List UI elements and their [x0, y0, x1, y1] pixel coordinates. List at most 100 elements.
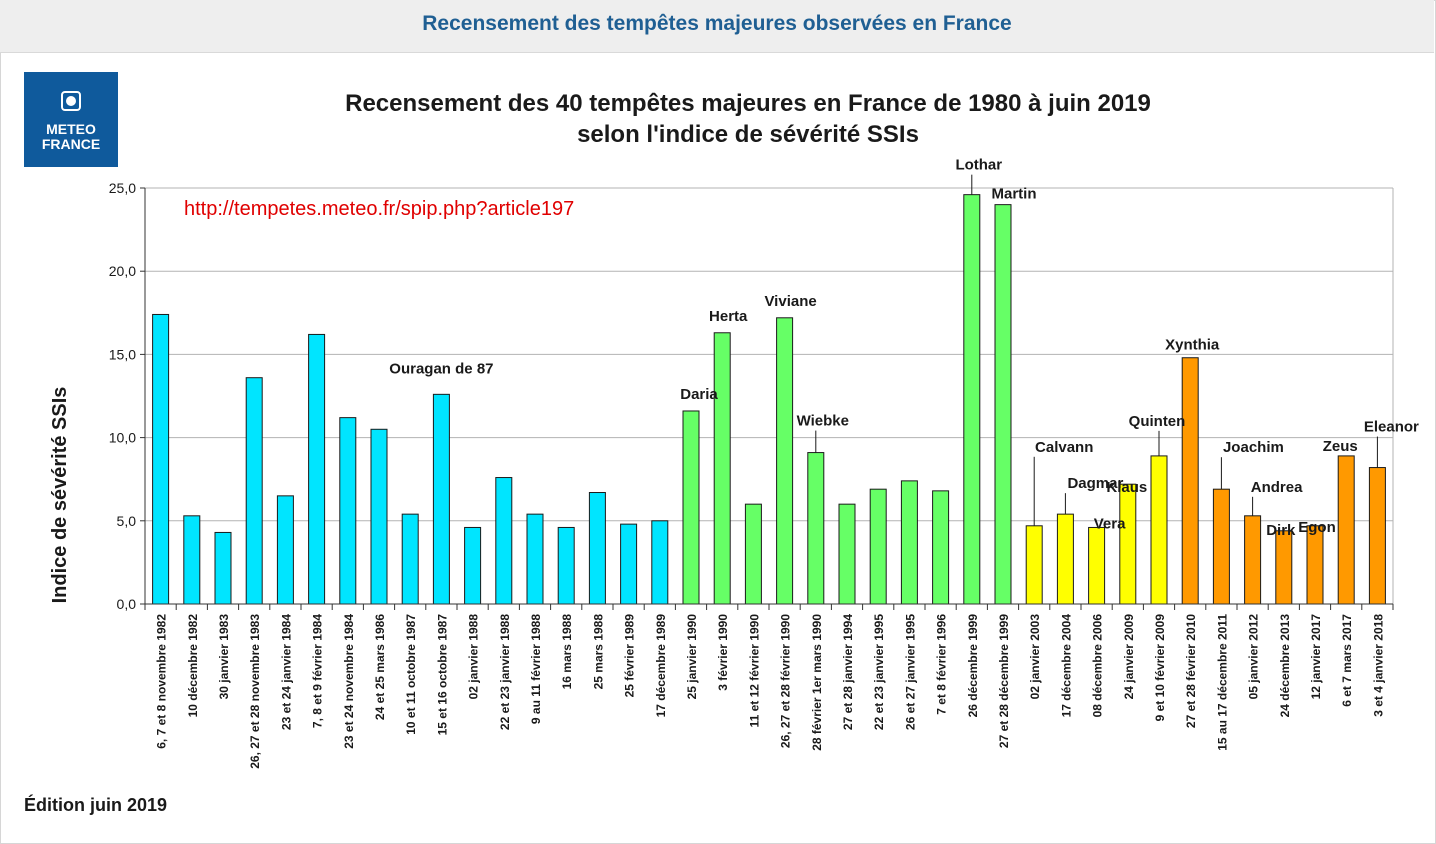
storm-name-label: Lothar	[955, 157, 1002, 174]
page-header: Recensement des tempêtes majeures observ…	[0, 0, 1434, 53]
bar	[370, 428, 388, 605]
labels-layer: 6, 7 et 8 novembre 1982 10 décembre 1982 3…	[155, 157, 1419, 769]
x-tick-label: 16 mars 1988	[560, 614, 574, 690]
bar	[1088, 526, 1106, 605]
x-tick-label: 15 et 16 octobre 1987	[435, 614, 449, 736]
x-tick-label: 27 et 28 décembre 1999	[997, 614, 1011, 748]
x-tick-label: 17 décembre 1989	[654, 614, 668, 718]
bar	[776, 317, 794, 605]
x-tick-label: 27 et 28 janvier 1994	[841, 614, 855, 730]
storm-name-label: Quinten	[1129, 413, 1186, 430]
bar	[1119, 483, 1137, 605]
x-tick-label: 15 au 17 décembre 2011	[1215, 614, 1229, 751]
storm-name-label: Viviane	[764, 293, 816, 310]
x-tick-label: 6, 7 et 8 novembre 1982	[155, 614, 169, 749]
bar	[651, 520, 669, 605]
x-tick-label: 23 et 24 novembre 1984	[342, 614, 356, 749]
storm-name-label: Xynthia	[1165, 337, 1220, 354]
x-tick-label: 12 janvier 2017	[1309, 614, 1323, 700]
storm-name-label: Joachim	[1223, 439, 1284, 456]
x-tick-label: 17 décembre 2004	[1059, 614, 1073, 718]
bar	[1181, 357, 1199, 605]
x-tick-label: 22 et 23 janvier 1988	[498, 614, 512, 730]
bar	[713, 332, 731, 605]
x-tick-label: 28 février 1er mars 1990	[810, 614, 824, 751]
bar	[932, 490, 950, 605]
bar	[807, 452, 825, 605]
bar	[152, 313, 170, 605]
grid-layer	[145, 187, 1394, 604]
bar	[900, 480, 918, 605]
x-tick-label: 08 décembre 2006	[1091, 614, 1105, 718]
bar	[183, 515, 201, 605]
bar	[963, 194, 981, 605]
x-tick-label: 9 au 11 février 1988	[529, 614, 543, 724]
x-tick-label: 26 décembre 1999	[966, 614, 980, 718]
x-tick-label: 26, 27 et 28 novembre 1983	[248, 614, 262, 769]
y-tick-label: 5,0	[117, 513, 137, 529]
x-tick-label: 02 janvier 2003	[1028, 614, 1042, 700]
bar	[526, 513, 544, 605]
bar	[869, 488, 887, 605]
storm-name-label: Ouragan de 87	[389, 360, 493, 377]
bar	[994, 204, 1012, 605]
bar	[432, 393, 450, 605]
bar	[682, 410, 700, 605]
url-annotation: http://tempetes.meteo.fr/spip.php?articl…	[184, 198, 574, 220]
x-tick-label: 6 et 7 mars 2017	[1340, 614, 1354, 707]
x-tick-label: 24 et 25 mars 1986	[373, 614, 387, 720]
bar	[1275, 530, 1293, 605]
bar	[838, 503, 856, 605]
bar	[339, 417, 357, 605]
x-tick-label: 23 et 24 janvier 1984	[279, 614, 293, 730]
x-tick-label: 02 janvier 1988	[467, 614, 481, 700]
x-tick-label: 7, 8 et 9 février 1984	[311, 614, 325, 728]
x-tick-label: 26, 27 et 28 février 1990	[779, 614, 793, 748]
x-tick-label: 22 et 23 janvier 1995	[872, 614, 886, 730]
storm-name-label: Dirk	[1266, 522, 1296, 539]
logo-text-line2: FRANCE	[41, 136, 101, 152]
storm-name-label: Daria	[680, 386, 718, 403]
x-tick-label: 3 février 1990	[716, 614, 730, 691]
x-tick-label: 11 et 12 février 1990	[747, 614, 761, 728]
x-tick-label: 24 janvier 2009	[1122, 614, 1136, 700]
chart-title-line1: Recensement des 40 tempêtes majeures en …	[345, 90, 1151, 117]
x-tick-label: 7 et 8 février 1996	[935, 614, 949, 715]
bar	[744, 503, 762, 605]
bar	[588, 492, 606, 605]
bar	[1337, 455, 1355, 605]
x-tick-label: 10 et 11 octobre 1987	[404, 614, 418, 735]
x-tick-label: 3 et 4 janvier 2018	[1371, 614, 1385, 717]
x-tick-label: 24 décembre 2013	[1278, 614, 1292, 718]
x-tick-label: 26 et 27 janvier 1995	[903, 614, 917, 730]
bar	[1212, 488, 1230, 605]
storm-name-label: Calvann	[1035, 439, 1093, 456]
logo-text-line1: METEO	[46, 121, 96, 137]
chart-title-line2: selon l'indice de sévérité SSIs	[577, 121, 919, 148]
chart-title: Recensement des 40 tempêtes majeures en …	[240, 88, 1256, 150]
x-tick-label: 10 décembre 1982	[186, 614, 200, 718]
bar	[1056, 513, 1074, 605]
storm-name-label: Martin	[992, 186, 1037, 203]
y-tick-label: 25,0	[109, 180, 136, 196]
axes-layer: 0,0 5,0 10,0 15,0 20,0 25,0	[109, 180, 1394, 612]
bar	[495, 477, 513, 605]
y-tick-label: 20,0	[109, 263, 136, 279]
storm-name-label: Herta	[709, 308, 748, 325]
x-tick-label: 30 janvier 1983	[217, 614, 231, 700]
bar	[245, 377, 263, 605]
meteo-france-logo: METEO FRANCE	[24, 72, 118, 167]
bar	[1244, 515, 1262, 605]
x-tick-label: 25 janvier 1990	[685, 614, 699, 700]
bar	[1368, 467, 1386, 605]
x-tick-label: 27 et 28 février 2010	[1184, 614, 1198, 728]
x-tick-label: 9 et 10 février 2009	[1153, 614, 1167, 722]
bars-layer	[152, 194, 1386, 605]
storm-name-label: Andrea	[1251, 479, 1303, 496]
y-axis-label: Indice de sévérité SSIs	[49, 387, 71, 604]
edition-note: Édition juin 2019	[24, 795, 168, 815]
storm-name-label: Wiebke	[797, 413, 849, 430]
storm-name-label: Egon	[1298, 519, 1336, 536]
bar	[308, 333, 326, 605]
